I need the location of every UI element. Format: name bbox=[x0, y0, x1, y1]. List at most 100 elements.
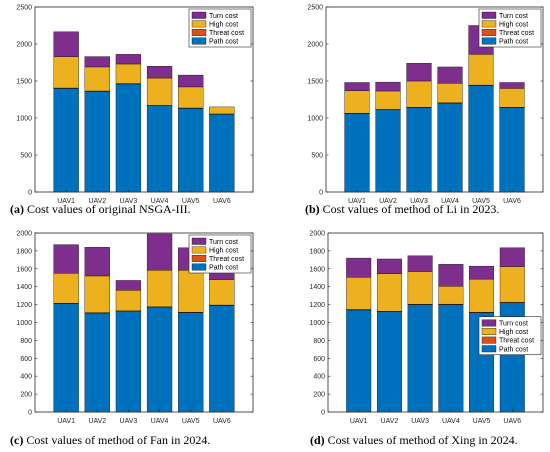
x-tick-label: UAV3 bbox=[120, 198, 138, 205]
chart-panel-4: UAV1 UAV2 UAV3 UAV4 UAV5 UAV6 0 200 400 600 800 100… bbox=[309, 231, 544, 447]
bar-path-uav3 bbox=[407, 304, 433, 413]
bar-path-uav2 bbox=[84, 312, 110, 413]
legend-label-threat: Threat cost bbox=[499, 338, 534, 345]
bar-high-uav2 bbox=[376, 273, 402, 312]
y-tick-label: 500 bbox=[311, 153, 323, 160]
panel-caption: (c) Cost values of method of Fan in 2024… bbox=[10, 433, 210, 447]
bar-turn-uav3 bbox=[407, 255, 433, 272]
x-tick-label: UAV3 bbox=[410, 198, 428, 205]
y-tick-label: 1600 bbox=[309, 266, 325, 273]
y-tick-label: 2000 bbox=[16, 231, 32, 238]
x-tick-label: UAV4 bbox=[151, 198, 169, 205]
panel-caption: (a) Cost values of original NSGA-III. bbox=[10, 202, 191, 216]
bar-turn-uav3 bbox=[115, 280, 142, 291]
bar-turn-uav5 bbox=[469, 265, 495, 280]
bar-turn-uav1 bbox=[344, 82, 370, 91]
bar-turn-uav3 bbox=[115, 54, 142, 65]
legend-label-path: Path cost bbox=[209, 39, 238, 46]
y-tick-label: 1200 bbox=[16, 302, 32, 309]
legend-label-path: Path cost bbox=[499, 346, 528, 353]
legend-swatch-path bbox=[191, 37, 207, 45]
panel-caption-text: Cost values of method of Xing in 2024. bbox=[325, 433, 518, 447]
y-tick-label: 1200 bbox=[309, 302, 325, 309]
bar-path-uav5 bbox=[178, 108, 204, 193]
y-tick-label: 800 bbox=[313, 338, 325, 345]
y-tick-label: 400 bbox=[313, 374, 325, 381]
legend-label-path: Path cost bbox=[499, 39, 528, 46]
bar-turn-uav4 bbox=[437, 66, 463, 84]
legend-swatch-threat bbox=[191, 255, 207, 262]
bar-path-uav4 bbox=[146, 307, 173, 413]
bar-turn-uav5 bbox=[178, 74, 204, 88]
x-tick-label: UAV1 bbox=[350, 418, 368, 425]
y-tick-label: 1400 bbox=[16, 284, 32, 291]
x-tick-label: UAV4 bbox=[151, 418, 169, 425]
bar-high-uav3 bbox=[115, 290, 142, 312]
panel-caption-text: Cost values of original NSGA-III. bbox=[24, 202, 191, 216]
y-tick-label: 600 bbox=[313, 356, 325, 363]
panel-caption-text: Cost values of method of Li in 2023. bbox=[320, 202, 500, 216]
legend-label-threat: Threat cost bbox=[209, 30, 244, 37]
x-tick-label: UAV5 bbox=[472, 198, 490, 205]
legend-label-high: High cost bbox=[209, 21, 238, 28]
bar-high-uav5 bbox=[468, 54, 494, 86]
bar-high-uav3 bbox=[407, 271, 433, 305]
legend-swatch-high bbox=[191, 20, 207, 28]
bar-turn-uav2 bbox=[84, 56, 110, 68]
x-tick-label: UAV2 bbox=[379, 198, 397, 205]
y-tick-label: 1500 bbox=[307, 79, 323, 86]
legend-swatch-turn bbox=[191, 11, 207, 19]
bar-turn-uav6 bbox=[499, 247, 525, 267]
legend-swatch-high bbox=[481, 328, 497, 335]
bar-turn-uav1 bbox=[53, 244, 79, 274]
bar-path-uav6 bbox=[499, 107, 525, 193]
panel-caption-label: (b) bbox=[305, 202, 320, 216]
bar-path-uav2 bbox=[375, 109, 401, 193]
bar-path-uav2 bbox=[84, 91, 110, 193]
x-tick-label: UAV2 bbox=[88, 418, 106, 425]
x-tick-label: UAV5 bbox=[473, 418, 491, 425]
legend-label-turn: Turn cost bbox=[499, 13, 528, 20]
panel-caption: (d) Cost values of method of Xing in 202… bbox=[310, 433, 518, 447]
bar-path-uav5 bbox=[468, 85, 494, 193]
bar-turn-uav2 bbox=[375, 81, 401, 92]
legend-swatch-high bbox=[191, 246, 207, 254]
legend-swatch-turn bbox=[481, 319, 497, 327]
chart-panel-3: UAV1 UAV2 UAV3 UAV4 UAV5 UAV6 0 200 400 600 800 100… bbox=[10, 231, 254, 447]
y-tick-label: 1800 bbox=[16, 248, 32, 255]
y-tick-label: 200 bbox=[20, 392, 32, 399]
x-tick-label: UAV6 bbox=[503, 198, 521, 205]
bar-turn-uav4 bbox=[146, 233, 173, 271]
legend-swatch-high bbox=[481, 20, 497, 28]
bar-high-uav4 bbox=[146, 77, 173, 106]
legend-swatch-threat bbox=[481, 29, 497, 36]
panel-caption-label: (c) bbox=[10, 433, 23, 447]
panel-caption-text: Cost values of method of Fan in 2024. bbox=[23, 433, 210, 447]
legend-swatch-turn bbox=[191, 237, 207, 245]
bar-path-uav5 bbox=[178, 312, 204, 413]
bar-path-uav6 bbox=[209, 114, 235, 193]
x-tick-label: UAV1 bbox=[348, 198, 366, 205]
x-tick-label: UAV6 bbox=[213, 418, 231, 425]
legend-swatch-path bbox=[191, 263, 207, 271]
bar-turn-uav2 bbox=[376, 258, 402, 274]
legend-label-path: Path cost bbox=[209, 265, 238, 272]
bar-high-uav6 bbox=[499, 88, 525, 108]
bar-path-uav6 bbox=[209, 305, 235, 413]
y-tick-label: 1600 bbox=[16, 266, 32, 273]
x-tick-label: UAV5 bbox=[182, 198, 200, 205]
y-tick-label: 2000 bbox=[309, 231, 325, 238]
x-tick-label: UAV3 bbox=[120, 418, 138, 425]
bar-high-uav4 bbox=[146, 269, 173, 308]
panel-caption-label: (a) bbox=[10, 202, 24, 216]
bar-turn-uav4 bbox=[438, 264, 464, 287]
x-tick-label: UAV5 bbox=[182, 418, 200, 425]
y-tick-label: 500 bbox=[20, 153, 32, 160]
x-tick-label: UAV3 bbox=[411, 418, 429, 425]
bar-turn-uav4 bbox=[146, 66, 173, 79]
bar-turn-uav3 bbox=[406, 63, 432, 82]
x-tick-label: UAV2 bbox=[381, 418, 399, 425]
legend-swatch-threat bbox=[481, 336, 497, 344]
